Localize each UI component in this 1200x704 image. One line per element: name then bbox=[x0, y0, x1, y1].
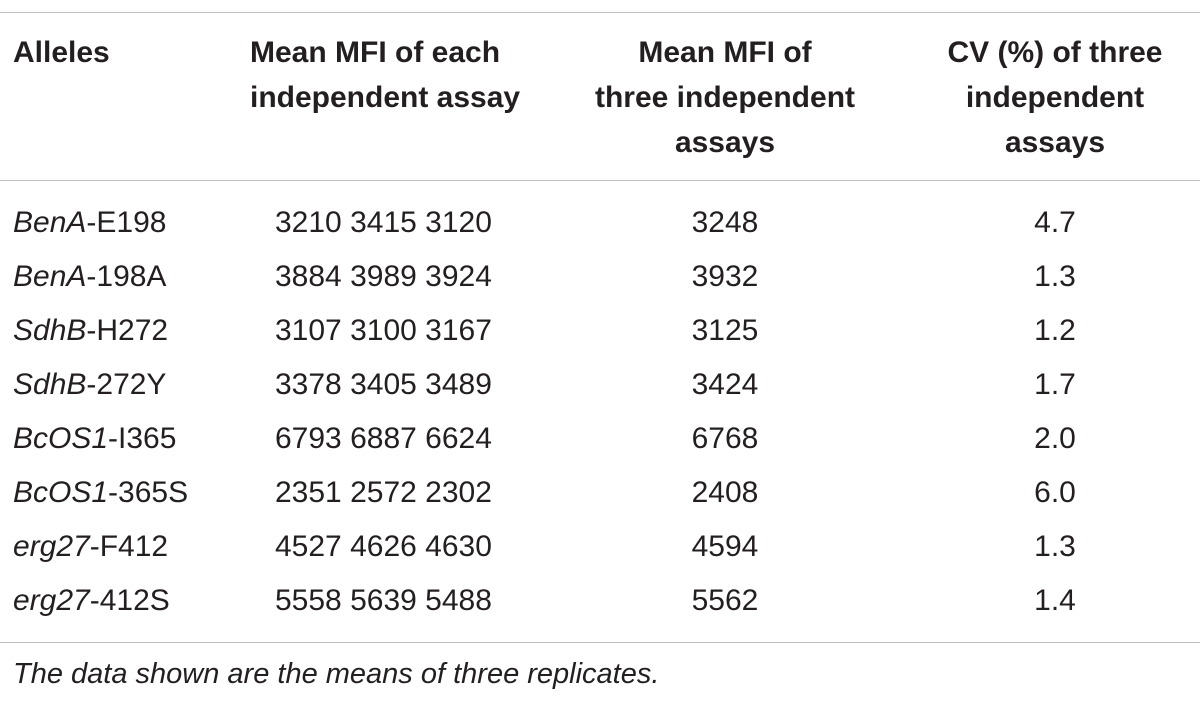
table-row: BenA-198A 3884 3989 3924 3932 1.3 bbox=[0, 250, 1200, 304]
cv-cell: 1.3 bbox=[1034, 530, 1076, 563]
mean-cell: 5562 bbox=[691, 584, 759, 617]
mean-cell: 3248 bbox=[691, 206, 759, 239]
allele-suffix: -412S bbox=[89, 584, 170, 617]
table-top-rule bbox=[0, 12, 1200, 13]
header-alleles-text: Alleles bbox=[13, 36, 110, 69]
header-cv-line-3: assays bbox=[1004, 126, 1106, 159]
header-mean-line-3: assays bbox=[674, 126, 776, 159]
mean-cell: 3932 bbox=[691, 260, 759, 293]
allele-cell: BcOS1-I365 bbox=[13, 412, 176, 466]
cv-cell: 1.4 bbox=[1034, 584, 1076, 617]
header-mean-mfi-three-assays: Mean MFI of three independent assays bbox=[560, 30, 890, 165]
header-divider-rule bbox=[0, 180, 1200, 181]
header-mean-mfi-each-assay: Mean MFI of each independent assay bbox=[250, 30, 570, 120]
allele-gene: BcOS1 bbox=[13, 476, 109, 509]
each-assay-cell: 3210 3415 3120 bbox=[275, 206, 492, 239]
each-assay-cell: 3378 3405 3489 bbox=[275, 368, 492, 401]
allele-gene: erg27 bbox=[13, 530, 90, 563]
allele-cell: BenA-198A bbox=[13, 250, 166, 304]
header-each-line-1: Mean MFI of each bbox=[250, 36, 501, 69]
cv-cell: 4.7 bbox=[1034, 206, 1076, 239]
allele-gene: BenA bbox=[13, 206, 87, 239]
allele-cell: erg27-412S bbox=[13, 574, 170, 628]
mean-cell: 3424 bbox=[691, 368, 759, 401]
table-row: BcOS1-365S 2351 2572 2302 2408 6.0 bbox=[0, 466, 1200, 520]
each-assay-cell: 3107 3100 3167 bbox=[275, 314, 492, 347]
table-bottom-rule bbox=[0, 642, 1200, 643]
each-assay-cell: 2351 2572 2302 bbox=[275, 476, 492, 509]
table-row: SdhB-272Y 3378 3405 3489 3424 1.7 bbox=[0, 358, 1200, 412]
allele-gene: BenA bbox=[13, 260, 87, 293]
mean-cell: 6768 bbox=[691, 422, 759, 455]
each-assay-cell: 6793 6887 6624 bbox=[275, 422, 492, 455]
each-assay-cell: 5558 5639 5488 bbox=[275, 584, 492, 617]
allele-suffix: -F412 bbox=[89, 530, 169, 563]
header-alleles: Alleles bbox=[13, 30, 110, 75]
table-footnote: The data shown are the means of three re… bbox=[13, 658, 660, 690]
allele-cell: BcOS1-365S bbox=[13, 466, 188, 520]
allele-suffix: -I365 bbox=[108, 422, 177, 455]
header-cv-line-1: CV (%) of three bbox=[947, 36, 1163, 69]
header-mean-line-2: three independent bbox=[594, 81, 856, 114]
allele-suffix: -365S bbox=[108, 476, 189, 509]
allele-cell: SdhB-H272 bbox=[13, 304, 168, 358]
allele-suffix: -198A bbox=[86, 260, 167, 293]
table-row: erg27-412S 5558 5639 5488 5562 1.4 bbox=[0, 574, 1200, 628]
table-row: BenA-E198 3210 3415 3120 3248 4.7 bbox=[0, 196, 1200, 250]
table-row: BcOS1-I365 6793 6887 6624 6768 2.0 bbox=[0, 412, 1200, 466]
cv-cell: 1.3 bbox=[1034, 260, 1076, 293]
allele-gene: erg27 bbox=[13, 584, 90, 617]
allele-gene: SdhB bbox=[13, 314, 87, 347]
mean-cell: 4594 bbox=[691, 530, 759, 563]
mean-cell: 3125 bbox=[691, 314, 759, 347]
allele-suffix: -272Y bbox=[86, 368, 167, 401]
cv-cell: 2.0 bbox=[1034, 422, 1076, 455]
header-each-line-2: independent assay bbox=[250, 81, 521, 114]
header-mean-line-1: Mean MFI of bbox=[638, 36, 812, 69]
cv-cell: 6.0 bbox=[1034, 476, 1076, 509]
table-row: erg27-F412 4527 4626 4630 4594 1.3 bbox=[0, 520, 1200, 574]
allele-suffix: -E198 bbox=[86, 206, 167, 239]
each-assay-cell: 3884 3989 3924 bbox=[275, 260, 492, 293]
header-cv-line-2: independent bbox=[965, 81, 1145, 114]
cv-cell: 1.2 bbox=[1034, 314, 1076, 347]
allele-cell: BenA-E198 bbox=[13, 196, 166, 250]
header-cv-three-assays: CV (%) of three independent assays bbox=[900, 30, 1200, 165]
cv-cell: 1.7 bbox=[1034, 368, 1076, 401]
allele-suffix: -H272 bbox=[86, 314, 169, 347]
each-assay-cell: 4527 4626 4630 bbox=[275, 530, 492, 563]
table-row: SdhB-H272 3107 3100 3167 3125 1.2 bbox=[0, 304, 1200, 358]
mean-cell: 2408 bbox=[691, 476, 759, 509]
allele-gene: BcOS1 bbox=[13, 422, 109, 455]
allele-gene: SdhB bbox=[13, 368, 87, 401]
allele-cell: erg27-F412 bbox=[13, 520, 168, 574]
allele-cell: SdhB-272Y bbox=[13, 358, 166, 412]
